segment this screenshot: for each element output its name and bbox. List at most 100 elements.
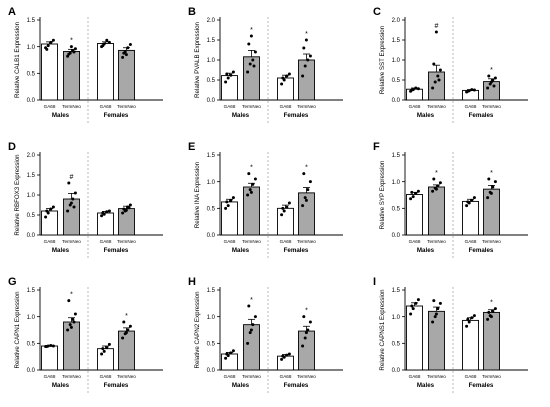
y-tick-label: 1.0: [392, 180, 401, 186]
data-point: [128, 324, 132, 328]
x-tick-label: TermNeo: [117, 239, 136, 244]
y-tick-label: 0.0: [392, 368, 401, 374]
data-point: [303, 196, 307, 200]
data-point: [73, 47, 77, 51]
data-point: [51, 344, 55, 348]
data-point: [225, 72, 229, 76]
data-point: [67, 52, 71, 56]
panel-letter: G: [8, 276, 17, 288]
x-tick-label: TermNeo: [62, 374, 81, 379]
chart-panel-a: A Relative CALB1 Expression 0.0 0.5 1.0 1.5 GA…: [8, 6, 163, 125]
bar-females-termneo: [483, 188, 500, 236]
significance-marker: *: [435, 170, 438, 177]
data-point: [100, 352, 104, 356]
data-point: [470, 88, 474, 92]
y-tick-label: 0.5: [27, 72, 36, 78]
data-point: [436, 307, 440, 311]
group-label-males: Males: [52, 112, 70, 119]
group-label-females: Females: [469, 247, 494, 254]
data-point: [489, 80, 493, 84]
bar-males-ga68: [221, 353, 238, 371]
data-point: [414, 191, 418, 195]
y-tick-label: 0.0: [27, 98, 36, 104]
y-tick-label: 1.5: [27, 288, 36, 294]
data-point: [71, 197, 75, 201]
y-axis-label: Relative SST Expression: [379, 25, 386, 94]
data-point: [281, 354, 285, 358]
x-tick-label: TermNeo: [117, 374, 136, 379]
data-point: [308, 180, 312, 184]
x-tick-label: TermNeo: [62, 104, 81, 109]
data-point: [124, 53, 128, 57]
data-point: [247, 172, 251, 176]
data-point: [281, 76, 285, 80]
bar-males-termneo: [243, 186, 260, 236]
data-point: [226, 76, 230, 80]
y-axis-label: Relative CAPNS1 Expression: [379, 289, 386, 371]
x-tick-label: TermNeo: [297, 374, 316, 379]
data-point: [100, 214, 104, 218]
chart-panel-b: B Relative PVALB Expression 0.0 0.5 1.0 1.5 2.…: [188, 6, 343, 125]
data-point: [287, 201, 291, 205]
data-point: [44, 215, 48, 219]
panel-letter: E: [188, 141, 195, 153]
y-tick-label: 0.5: [392, 78, 401, 84]
data-point: [71, 317, 75, 321]
y-tick-label: 1.0: [27, 45, 36, 51]
data-point: [491, 309, 495, 313]
data-point: [487, 177, 491, 181]
chart-panel-g: G Relative CAPN1 Expression 0.0 0.5 1.0 1.5 GA…: [8, 276, 163, 395]
data-point: [253, 50, 257, 54]
data-point: [306, 188, 310, 192]
x-tick-label: GA68: [224, 374, 236, 379]
y-axis-label: Relative CAPN1 Expression: [14, 291, 21, 369]
y-tick-label: 2.0: [27, 153, 36, 159]
data-point: [432, 177, 436, 181]
data-point: [249, 34, 253, 38]
data-point: [69, 325, 73, 329]
data-point: [280, 213, 284, 217]
data-point: [302, 315, 306, 319]
data-point: [431, 86, 435, 90]
data-point: [51, 38, 55, 42]
data-point: [101, 347, 105, 351]
bar-females-termneo: [483, 311, 500, 371]
panel-letter: F: [373, 141, 380, 153]
data-point: [231, 70, 235, 74]
panel-letter: A: [8, 6, 16, 18]
data-point: [486, 196, 490, 200]
data-point: [72, 50, 76, 54]
y-tick-label: 0.5: [392, 342, 401, 348]
bar-males-ga68: [41, 345, 58, 371]
data-point: [107, 342, 111, 346]
x-tick-label: TermNeo: [62, 239, 81, 244]
data-point: [66, 328, 70, 332]
data-point: [247, 304, 251, 308]
x-tick-label: GA68: [44, 104, 56, 109]
x-tick-label: GA68: [44, 374, 56, 379]
y-tick-label: 0.5: [207, 78, 216, 84]
bar-males-ga68: [221, 75, 238, 101]
data-point: [105, 38, 109, 42]
panel-letter: B: [188, 6, 196, 18]
significance-marker: *: [490, 300, 493, 307]
data-point: [434, 30, 438, 34]
data-point: [122, 207, 126, 211]
data-point: [225, 200, 229, 204]
bar-males-termneo: [63, 321, 80, 371]
bar-males-termneo: [428, 310, 445, 371]
data-point: [45, 47, 49, 51]
x-tick-label: GA68: [465, 239, 477, 244]
data-point: [124, 331, 128, 335]
data-point: [431, 189, 435, 193]
data-point: [105, 346, 109, 350]
data-point: [287, 72, 291, 76]
significance-marker: *: [305, 31, 308, 38]
data-point: [470, 198, 474, 202]
data-point: [308, 54, 312, 58]
y-tick-label: 0.0: [207, 233, 216, 239]
x-tick-label: TermNeo: [297, 239, 316, 244]
data-point: [303, 64, 307, 68]
y-tick-label: 1.0: [207, 58, 216, 64]
